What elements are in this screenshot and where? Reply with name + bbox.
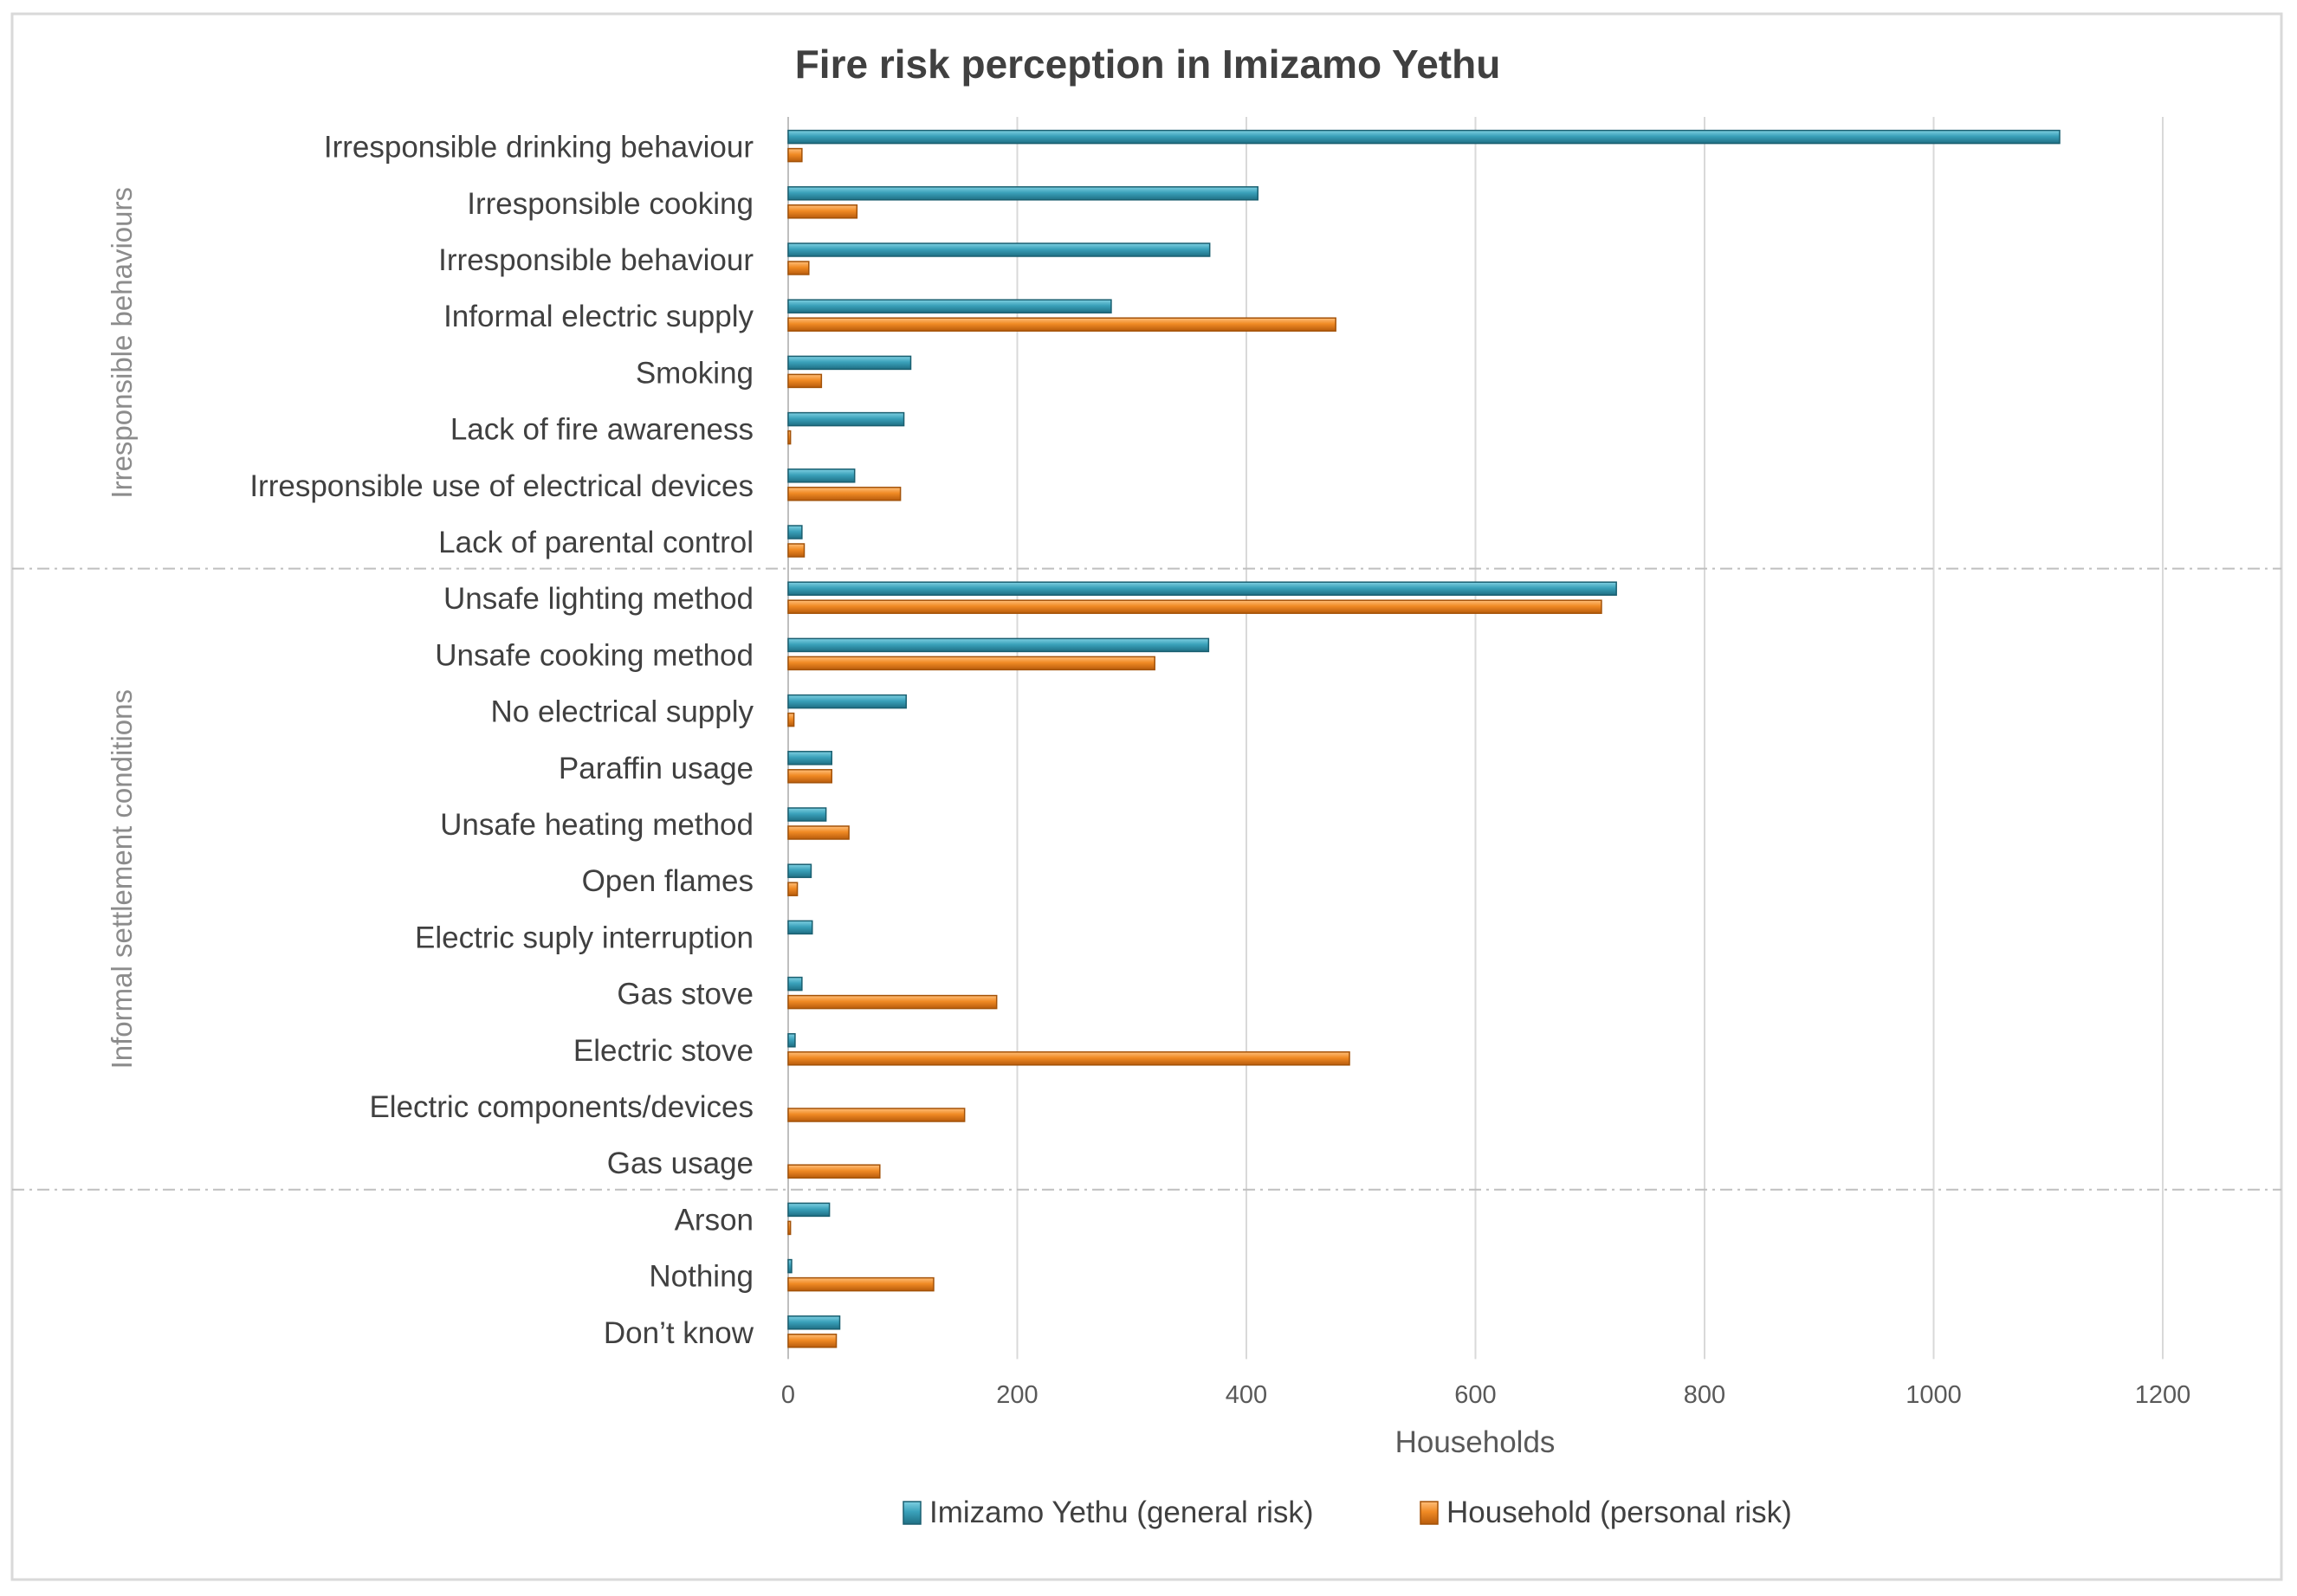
bar-general-risk: [787, 1033, 796, 1048]
category-label: Smoking: [636, 356, 754, 390]
x-tick-label: 600: [1454, 1381, 1496, 1409]
category-label: Unsafe lighting method: [443, 582, 754, 616]
category-label: Irresponsible cooking: [467, 187, 754, 221]
bar-personal-risk: [787, 373, 823, 389]
x-tick-label: 1200: [2135, 1381, 2191, 1409]
category-label: Lack of fire awareness: [450, 413, 754, 447]
category-label: Electric components/devices: [369, 1090, 754, 1124]
bar-personal-risk: [787, 1164, 881, 1179]
bar-personal-risk: [787, 656, 1155, 671]
bar-general-risk: [787, 1258, 793, 1274]
bar-personal-risk: [787, 317, 1336, 332]
bar-general-risk: [787, 920, 813, 935]
bars: [787, 129, 2061, 1348]
bar-personal-risk: [787, 204, 858, 219]
bar-personal-risk: [787, 825, 850, 840]
bar-general-risk: [787, 1202, 831, 1218]
category-label: Informal electric supply: [443, 300, 754, 333]
category-label: Irresponsible use of electrical devices: [249, 469, 754, 503]
bar-general-risk: [787, 1315, 841, 1330]
bar-general-risk: [787, 129, 2061, 145]
bar-general-risk: [787, 694, 907, 709]
group-label: Informal settlement conditions: [106, 689, 138, 1069]
group-label: Irresponsible behaviours: [106, 187, 138, 499]
category-label: Gas stove: [617, 978, 754, 1011]
group-labels: Irresponsible behaviours Informal settlem…: [12, 187, 2281, 1191]
bar-personal-risk: [787, 147, 803, 163]
bar-personal-risk: [787, 543, 806, 558]
bar-general-risk: [787, 637, 1210, 653]
bar-general-risk: [787, 581, 1617, 596]
category-label: Unsafe heating method: [440, 808, 754, 842]
bar-personal-risk: [787, 1051, 1350, 1066]
category-label: Electric suply interruption: [415, 921, 754, 954]
bar-personal-risk: [787, 769, 833, 784]
bar-general-risk: [787, 411, 905, 427]
bar-general-risk: [787, 355, 912, 371]
category-label: Lack of parental control: [438, 526, 754, 559]
bar-general-risk: [787, 751, 833, 766]
legend-swatch-personal: [1420, 1501, 1439, 1525]
category-label: Irresponsible behaviour: [438, 243, 754, 277]
bar-personal-risk: [787, 882, 799, 896]
category-label: Electric stove: [573, 1034, 754, 1068]
legend-label: Imizamo Yethu (general risk): [929, 1496, 1314, 1529]
bar-personal-risk: [787, 712, 795, 727]
x-axis-title: Households: [1395, 1425, 1556, 1459]
bar-general-risk: [787, 976, 803, 992]
chart-border: [10, 12, 2283, 1581]
bar-personal-risk: [787, 261, 810, 275]
bar-general-risk: [787, 242, 1211, 257]
category-label: Don’t know: [604, 1316, 754, 1350]
chart-title: Fire risk perception in Imizamo Yethu: [795, 42, 1501, 87]
x-tick-label: 400: [1226, 1381, 1267, 1409]
bar-general-risk: [787, 186, 1258, 201]
x-axis-ticks: 0 200 400 600 800 1000 1200: [781, 1381, 2190, 1409]
x-tick-label: 1000: [1906, 1381, 1962, 1409]
bar-personal-risk: [787, 1276, 935, 1292]
bar-personal-risk: [787, 487, 902, 501]
bar-personal-risk: [787, 1220, 792, 1236]
bar-general-risk: [787, 863, 812, 878]
x-tick-label: 800: [1684, 1381, 1725, 1409]
bar-general-risk: [787, 299, 1112, 313]
bar-personal-risk: [787, 430, 792, 445]
legend-swatch-general: [903, 1501, 922, 1525]
bar-personal-risk: [787, 1334, 838, 1348]
category-label: Paraffin usage: [559, 752, 754, 785]
category-label: Open flames: [582, 864, 754, 898]
category-label: Unsafe cooking method: [435, 638, 754, 672]
legend: Imizamo Yethu (general risk) Household (p…: [903, 1496, 1792, 1529]
x-tick-label: 0: [781, 1381, 795, 1409]
category-label: Irresponsible drinking behaviour: [324, 131, 754, 165]
category-label: Nothing: [649, 1260, 754, 1294]
x-tick-label: 200: [996, 1381, 1038, 1409]
category-labels: Irresponsible drinking behaviour Irrespon…: [249, 131, 754, 1350]
category-label: Gas usage: [607, 1147, 754, 1180]
bar-general-risk: [787, 807, 827, 822]
bar-general-risk: [787, 468, 856, 483]
bar-personal-risk: [787, 1108, 966, 1122]
bar-personal-risk: [787, 599, 1602, 614]
category-label: Arson: [675, 1203, 754, 1237]
bar-general-risk: [787, 525, 803, 540]
legend-label: Household (personal risk): [1446, 1496, 1792, 1529]
bar-personal-risk: [787, 994, 998, 1010]
category-label: No electrical supply: [491, 695, 754, 729]
